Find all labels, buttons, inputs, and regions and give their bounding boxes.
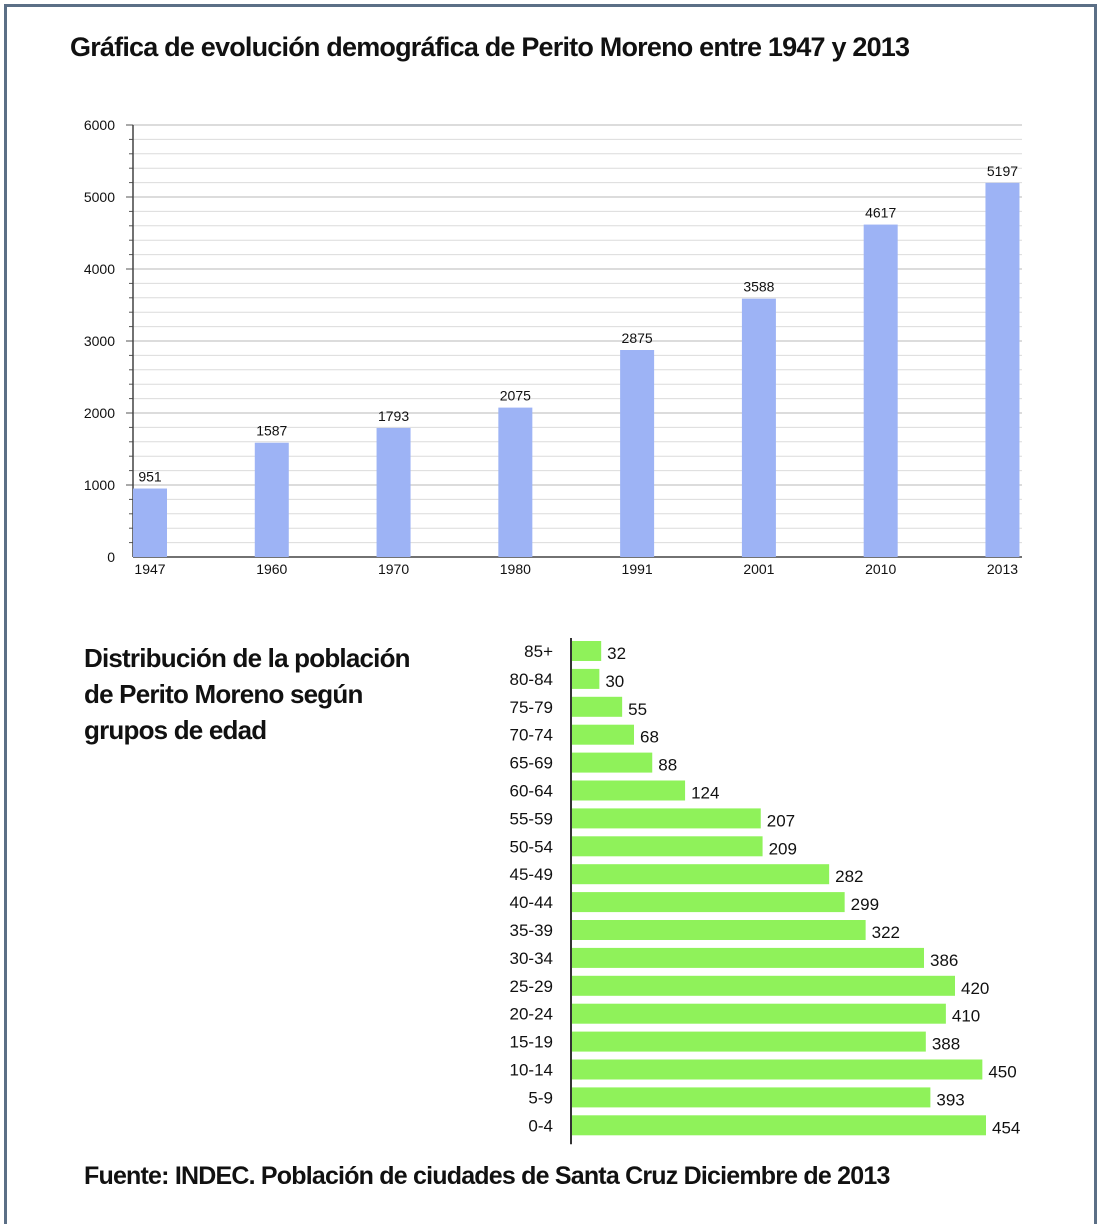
y-tick-label: 1000 <box>84 477 115 493</box>
bar-value-label: 2875 <box>622 330 653 346</box>
bar-value-label: 5197 <box>987 163 1018 179</box>
bar <box>620 350 655 557</box>
bar <box>498 407 533 557</box>
age-group-label: 15-19 <box>510 1033 553 1052</box>
bar-value-label: 88 <box>658 756 677 775</box>
bar-value-label: 322 <box>872 923 900 942</box>
y-tick-label: 5000 <box>84 189 115 205</box>
age-group-label: 45-49 <box>510 865 553 884</box>
age-group-label: 65-69 <box>510 754 553 773</box>
y-tick-label: 3000 <box>84 333 115 349</box>
bar <box>572 780 686 801</box>
bar-value-label: 30 <box>605 672 624 691</box>
bar <box>863 224 898 558</box>
bar-value-label: 124 <box>691 784 719 803</box>
bar <box>254 442 289 557</box>
y-tick-label: 2000 <box>84 405 115 421</box>
population-evolution-chart: 0 1000 2000 3000 4000 5000 6000 951 1947 1587 1960… <box>84 117 1022 577</box>
age-group-label: 25-29 <box>510 977 553 996</box>
bar-value-label: 32 <box>607 644 626 663</box>
bar-value-label: 282 <box>835 867 863 886</box>
bar-value-label: 388 <box>932 1035 960 1054</box>
bar <box>133 488 167 557</box>
x-tick-label: 2013 <box>987 561 1018 577</box>
bar-value-label: 386 <box>930 951 958 970</box>
bar <box>572 808 761 829</box>
population-evolution-title: Gráfica de evolución demográfica de Peri… <box>70 32 910 62</box>
age-group-label: 50-54 <box>510 837 553 856</box>
bar <box>572 724 635 745</box>
age-group-label: 55-59 <box>510 809 553 828</box>
bar <box>572 1003 946 1024</box>
age-group-label: 35-39 <box>510 921 553 940</box>
age-group-label: 85+ <box>524 642 553 661</box>
x-tick-label: 1960 <box>256 561 287 577</box>
age-distribution-title-line: grupos de edad <box>84 715 267 745</box>
x-tick-label: 2001 <box>743 561 774 577</box>
bar <box>572 1115 986 1136</box>
age-group-label: 5-9 <box>528 1088 553 1107</box>
bar <box>572 1087 931 1108</box>
age-group-label: 60-64 <box>510 782 553 801</box>
bar-value-label: 299 <box>851 895 879 914</box>
bar <box>572 892 845 913</box>
x-tick-label: 1947 <box>134 561 165 577</box>
x-tick-label: 2010 <box>865 561 896 577</box>
bar-value-label: 951 <box>138 469 162 485</box>
age-group-label: 75-79 <box>510 698 553 717</box>
bar <box>572 836 763 857</box>
age-distribution-title-line: de Perito Moreno según <box>84 679 363 709</box>
bar <box>572 668 600 689</box>
y-tick-label: 0 <box>107 549 115 565</box>
bar <box>572 1031 926 1052</box>
age-distribution-title: Distribución de la población de Perito M… <box>84 640 411 748</box>
age-group-label: 70-74 <box>510 726 553 745</box>
bar-value-label: 454 <box>992 1118 1020 1137</box>
bar-value-label: 2075 <box>500 388 531 404</box>
bar <box>572 641 602 661</box>
bar-value-label: 450 <box>988 1063 1016 1082</box>
bar <box>985 182 1020 558</box>
age-group-label: 20-24 <box>510 1005 553 1024</box>
bar-value-label: 3588 <box>743 279 774 295</box>
bar-value-label: 207 <box>767 811 795 830</box>
bar-value-label: 410 <box>952 1007 980 1026</box>
source-note: Fuente: INDEC. Población de ciudades de … <box>84 1162 890 1190</box>
age-distribution-title-line: Distribución de la población <box>84 643 411 673</box>
bar <box>572 864 830 885</box>
y-tick-label: 4000 <box>84 261 115 277</box>
bar-value-label: 209 <box>769 839 797 858</box>
y-tick-label: 6000 <box>84 117 115 133</box>
bar-value-label: 68 <box>640 728 659 747</box>
bar-value-label: 4617 <box>865 205 896 221</box>
age-distribution-chart: 85+ 32 80-84 30 75-79 55 70-74 68 65-69 88 60-64 12… <box>510 638 1020 1145</box>
bar <box>572 920 866 940</box>
bar <box>741 298 776 557</box>
bar-value-label: 420 <box>961 979 989 998</box>
age-group-label: 0-4 <box>528 1116 553 1135</box>
age-group-label: 10-14 <box>510 1061 553 1080</box>
bar <box>572 975 955 996</box>
x-tick-label: 1980 <box>500 561 531 577</box>
x-tick-label: 1991 <box>622 561 653 577</box>
bar <box>572 696 623 717</box>
x-tick-label: 1970 <box>378 561 409 577</box>
age-group-label: 40-44 <box>510 893 553 912</box>
age-group-label: 80-84 <box>510 670 553 689</box>
bar-value-label: 393 <box>936 1090 964 1109</box>
bar-value-label: 55 <box>628 700 647 719</box>
bar-value-label: 1587 <box>256 423 287 439</box>
bar <box>376 427 411 557</box>
bar <box>572 1059 983 1080</box>
age-group-label: 30-34 <box>510 949 553 968</box>
bar-value-label: 1793 <box>378 408 409 424</box>
chart-frame <box>4 4 1097 1224</box>
bar <box>572 947 924 968</box>
bar <box>572 752 653 773</box>
